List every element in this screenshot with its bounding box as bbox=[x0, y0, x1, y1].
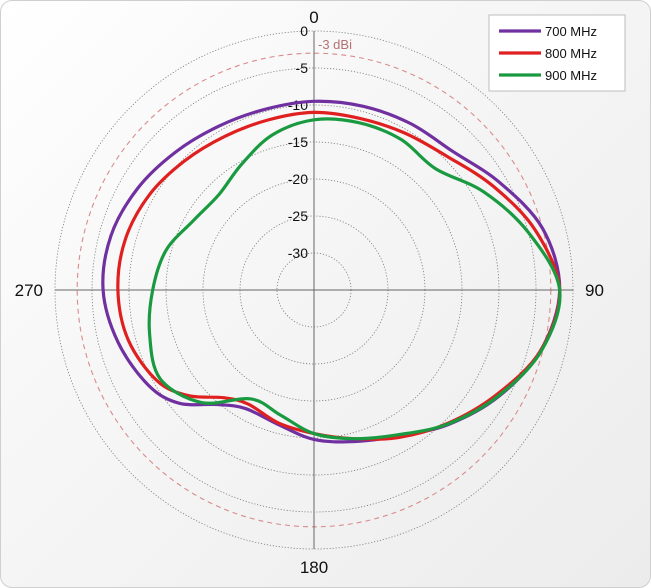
angle-label-270: 270 bbox=[15, 281, 43, 300]
series-line bbox=[147, 117, 562, 441]
legend-label: 800 MHz bbox=[545, 46, 597, 61]
radial-tick-label: -30 bbox=[288, 245, 308, 261]
polar-grid: 0-5-10-15-20-25-30 bbox=[54, 23, 574, 550]
label-layer: 0 90 180 270 -3 dBi bbox=[15, 8, 604, 577]
radial-tick-label: -25 bbox=[288, 208, 308, 224]
series-line bbox=[101, 99, 562, 444]
angle-label-90: 90 bbox=[585, 281, 604, 300]
legend-label: 900 MHz bbox=[545, 68, 597, 83]
reference-circle-label: -3 dBi bbox=[318, 37, 352, 52]
radial-tick-label: 0 bbox=[300, 23, 308, 39]
angle-label-180: 180 bbox=[300, 558, 328, 577]
series-layer bbox=[101, 99, 562, 444]
radial-tick-label: -15 bbox=[288, 134, 308, 150]
series-line bbox=[116, 110, 562, 441]
legend: 700 MHz 800 MHz 900 MHz bbox=[488, 14, 626, 92]
radial-tick-label: -20 bbox=[288, 171, 308, 187]
legend-label: 700 MHz bbox=[545, 24, 597, 39]
radial-tick-label: -5 bbox=[296, 60, 309, 76]
angle-label-0: 0 bbox=[309, 8, 318, 27]
